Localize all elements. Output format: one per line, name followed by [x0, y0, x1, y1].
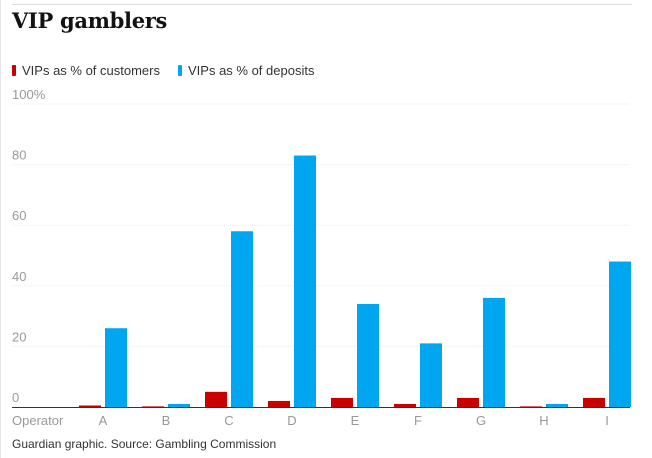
y-tick-label: 100%	[12, 87, 46, 102]
top-rule	[12, 4, 632, 5]
bar-customers-C	[205, 391, 227, 407]
bar-deposits-A	[105, 328, 127, 407]
bar-customers-F	[394, 403, 416, 407]
bar-customers-D	[268, 400, 290, 407]
bar-customers-E	[331, 397, 353, 407]
x-tick-label: G	[476, 413, 486, 428]
x-axis-title: Operator	[12, 413, 64, 428]
y-tick-label: 0	[12, 390, 19, 405]
legend-swatch-customers	[12, 65, 16, 76]
bar-customers-B	[142, 406, 164, 407]
bar-customers-I	[583, 397, 605, 407]
bar-customers-G	[457, 397, 479, 407]
x-tick-label: A	[99, 413, 108, 428]
legend-label-deposits: VIPs as % of deposits	[188, 63, 315, 78]
x-tick-label: I	[605, 413, 609, 428]
x-tick-label: C	[224, 413, 233, 428]
x-tick-label: F	[414, 413, 422, 428]
bar-customers-A	[79, 405, 101, 407]
x-tick-label: E	[351, 413, 360, 428]
bar-deposits-E	[357, 303, 379, 407]
legend: VIPs as % of customers VIPs as % of depo…	[12, 63, 314, 78]
bar-deposits-F	[420, 343, 442, 407]
left-border	[0, 0, 1, 458]
x-tick-label: H	[539, 413, 548, 428]
legend-label-customers: VIPs as % of customers	[22, 63, 160, 78]
bar-deposits-B	[168, 403, 190, 407]
legend-swatch-deposits	[178, 65, 182, 76]
bar-deposits-H	[546, 403, 568, 407]
bar-deposits-I	[609, 261, 631, 407]
x-tick-label: D	[287, 413, 296, 428]
y-tick-label: 20	[12, 329, 26, 344]
bar-deposits-G	[483, 297, 505, 407]
x-tick-label: B	[162, 413, 171, 428]
bar-deposits-C	[231, 231, 253, 407]
chart-title: VIP gamblers	[12, 8, 168, 33]
y-tick-label: 60	[12, 208, 26, 223]
legend-item-deposits: VIPs as % of deposits	[178, 63, 314, 78]
legend-item-customers: VIPs as % of customers	[12, 63, 160, 78]
source-note: Guardian graphic. Source: Gambling Commi…	[12, 437, 277, 451]
bar-customers-H	[520, 406, 542, 407]
y-tick-label: 40	[12, 269, 26, 284]
bar-chart: 0 20 40 60 80 100% Operator A B C D E F G H I	[12, 87, 631, 428]
y-tick-label: 80	[12, 148, 26, 163]
bar-deposits-D	[294, 155, 316, 407]
